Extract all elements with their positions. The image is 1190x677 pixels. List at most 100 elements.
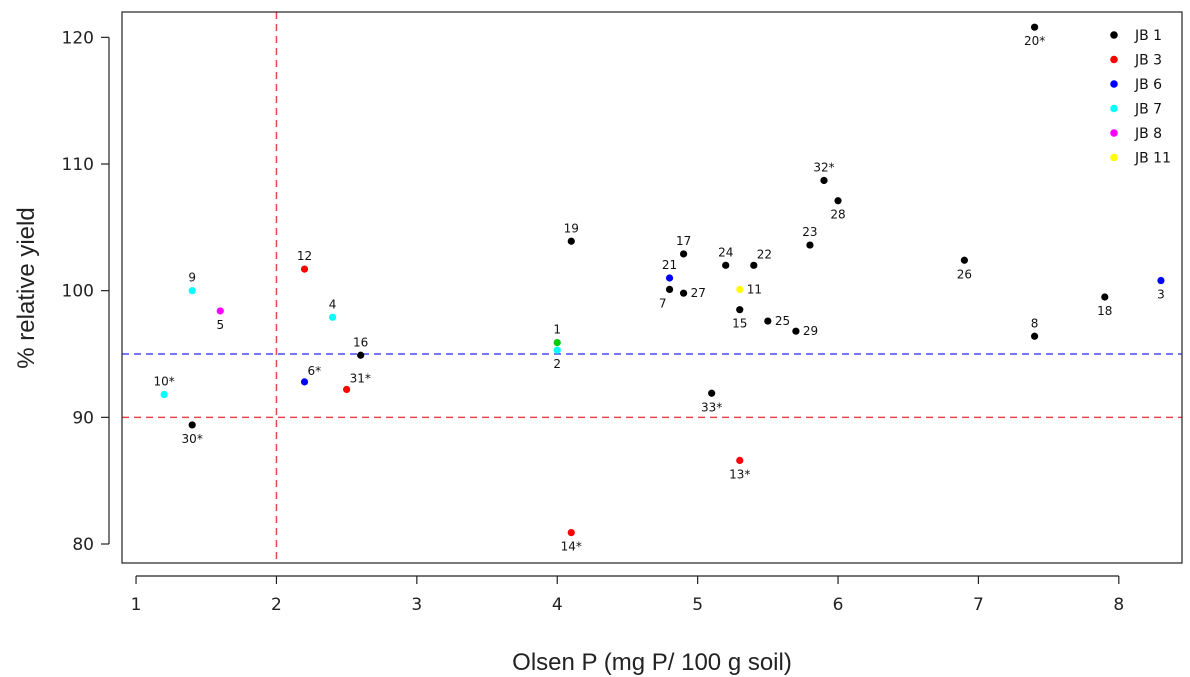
point-label: 24 xyxy=(718,245,733,259)
point-16 xyxy=(357,351,365,359)
x-tick-label: 7 xyxy=(973,595,984,615)
point-29 xyxy=(792,327,800,335)
point-label: 11 xyxy=(747,282,762,296)
point-4 xyxy=(328,313,337,321)
point-10-star xyxy=(160,390,168,399)
x-axis: 1 2 3 4 5 6 7 8 xyxy=(131,575,1124,615)
point-21 xyxy=(665,274,674,282)
point-label: 26 xyxy=(957,267,972,281)
point-label: 23 xyxy=(802,225,817,239)
point-label: 9 xyxy=(188,271,196,285)
point-30-star xyxy=(188,421,196,429)
point-label: 31* xyxy=(350,371,371,385)
point-label: 4 xyxy=(329,297,337,311)
point-14-star xyxy=(567,529,575,537)
point-11 xyxy=(736,285,744,293)
x-tick-label: 6 xyxy=(833,595,844,615)
legend-marker xyxy=(1110,104,1118,113)
point-label: 25 xyxy=(775,314,790,328)
legend-label: JB 8 xyxy=(1134,126,1162,142)
point-label: 27 xyxy=(691,286,706,300)
point-label: 17 xyxy=(676,234,691,248)
y-tick-label: 80 xyxy=(72,535,94,555)
point-20-star xyxy=(1030,23,1039,31)
point-label: 13* xyxy=(729,467,750,481)
point-label: 8 xyxy=(1031,316,1039,330)
point-label: 19 xyxy=(564,221,579,235)
x-tick-label: 2 xyxy=(271,595,282,615)
point-9 xyxy=(188,287,196,295)
x-tick-label: 8 xyxy=(1113,595,1124,615)
point-label: 15 xyxy=(732,317,747,331)
point-18 xyxy=(1101,293,1109,301)
y-tick-label: 100 xyxy=(62,282,94,302)
point-label: 5 xyxy=(216,318,224,332)
point-5 xyxy=(216,307,224,315)
legend-marker xyxy=(1110,80,1118,88)
point-label: 7 xyxy=(659,296,667,310)
legend-marker xyxy=(1110,31,1118,39)
point-label: 32* xyxy=(813,160,834,174)
point-22 xyxy=(750,261,758,269)
point-17 xyxy=(679,250,688,258)
point-label: 3 xyxy=(1157,288,1165,302)
point-label: 30* xyxy=(182,432,203,446)
point-23 xyxy=(806,241,814,249)
point-label: 14* xyxy=(561,540,582,554)
y-tick-label: 110 xyxy=(62,155,94,175)
point-label: 2 xyxy=(553,357,561,371)
y-axis: 80 90 100 110 120 xyxy=(62,28,110,555)
point-3 xyxy=(1157,276,1165,285)
point-label: 6* xyxy=(308,364,322,378)
point-label: 22 xyxy=(757,247,772,261)
point-8 xyxy=(1030,332,1039,340)
point-7 xyxy=(665,285,674,293)
x-tick-label: 3 xyxy=(411,595,422,615)
point-26 xyxy=(960,256,968,264)
legend-label: JB 6 xyxy=(1134,77,1162,93)
reference-lines xyxy=(122,12,1182,563)
x-tick-label: 5 xyxy=(692,595,703,615)
point-13-star xyxy=(736,456,744,464)
y-axis-title: % relative yield xyxy=(13,207,40,368)
point-19 xyxy=(567,237,575,245)
point-27 xyxy=(679,289,688,297)
point-label: 10* xyxy=(153,375,174,389)
point-label: 12 xyxy=(297,249,312,263)
point-label: 29 xyxy=(803,324,818,338)
x-tick-label: 1 xyxy=(131,595,142,615)
point-label: 33* xyxy=(701,400,722,414)
y-tick-label: 120 xyxy=(62,28,94,48)
point-label: 20* xyxy=(1024,34,1045,48)
legend-marker xyxy=(1110,55,1118,64)
point-33-star xyxy=(708,389,716,397)
legend-label: JB 3 xyxy=(1134,53,1162,69)
legend-label: JB 1 xyxy=(1134,28,1162,44)
point-31-star xyxy=(343,385,351,394)
plot-frame xyxy=(121,11,1183,564)
point-1 xyxy=(553,339,561,347)
x-axis-title: Olsen P (mg P/ 100 g soil) xyxy=(512,649,792,676)
point-15 xyxy=(736,306,744,314)
point-28 xyxy=(834,197,842,205)
legend-marker xyxy=(1110,153,1118,162)
x-tick-label: 4 xyxy=(552,595,563,615)
point-24 xyxy=(722,261,730,269)
data-points: 30*16197172733*24152225292332*282620*818… xyxy=(153,23,1165,554)
point-25 xyxy=(764,317,772,325)
point-label: 21 xyxy=(662,258,677,272)
legend-label: JB 11 xyxy=(1134,151,1171,167)
point-2 xyxy=(553,346,561,354)
point-label: 1 xyxy=(553,323,561,337)
point-label: 28 xyxy=(830,208,845,222)
point-6-star xyxy=(300,378,309,386)
legend-marker xyxy=(1110,129,1118,137)
y-tick-label: 90 xyxy=(72,408,94,428)
point-32-star xyxy=(820,176,828,185)
point-label: 16 xyxy=(353,335,368,349)
point-label: 18 xyxy=(1097,304,1112,318)
point-12 xyxy=(300,265,309,273)
legend: JB 1 JB 3 JB 6 JB 7 JB 8 JB 11 xyxy=(1110,28,1171,167)
legend-label: JB 7 xyxy=(1134,102,1162,118)
